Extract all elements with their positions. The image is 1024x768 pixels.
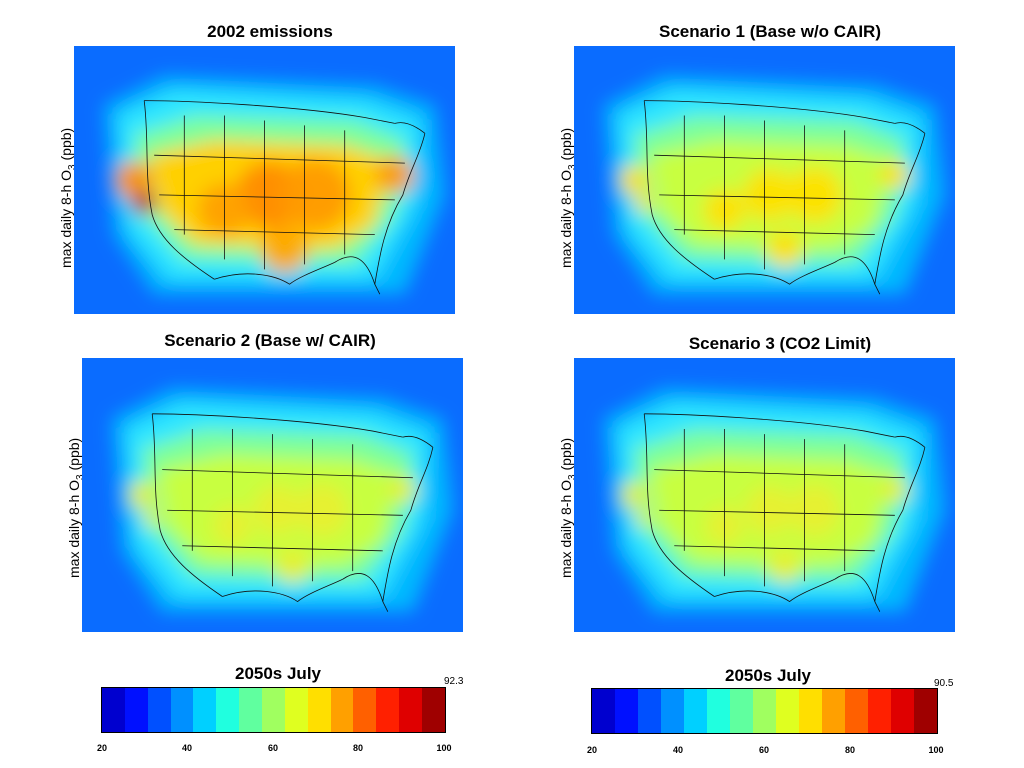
colorbar-swatch xyxy=(615,689,638,733)
colorbar-swatch xyxy=(868,689,891,733)
colorbar-right xyxy=(591,688,938,734)
colorbar-swatch xyxy=(891,689,914,733)
tick-label: 20 xyxy=(586,745,598,755)
colorbar-swatch xyxy=(284,688,308,732)
ozone-field-svg xyxy=(82,358,463,632)
tick-label: 40 xyxy=(181,743,193,753)
colorbar-max-label: 90.5 xyxy=(934,678,954,689)
colorbar-swatch xyxy=(799,689,822,733)
ozone-field-svg xyxy=(574,46,955,314)
panel-title-2002: 2002 emissions xyxy=(207,22,333,41)
colorbar-swatch xyxy=(262,688,285,732)
colorbar-swatch xyxy=(330,688,354,732)
colorbar-swatch xyxy=(239,688,263,732)
colorbar-swatch xyxy=(822,689,845,733)
colorbar-swatch xyxy=(147,688,171,732)
colorbar-swatch xyxy=(753,689,776,733)
ozone-map-2002 xyxy=(74,46,455,314)
ozone-field-svg xyxy=(574,358,955,632)
colorbar-swatch xyxy=(661,689,684,733)
colorbar-swatch xyxy=(399,688,423,732)
colorbar-max-label: 92.3 xyxy=(444,676,464,687)
colorbar-title: 2050s July xyxy=(234,664,321,683)
colorbar-swatch xyxy=(638,689,661,733)
ozone-field-svg xyxy=(74,46,455,314)
colorbar-title: 2050s July xyxy=(724,666,811,685)
tick-label: 100 xyxy=(436,743,452,753)
colorbar-swatch xyxy=(684,689,707,733)
colorbar-swatch xyxy=(307,688,331,732)
colorbar-swatch xyxy=(124,688,148,732)
panel-title-scenario-2: Scenario 2 (Base w/ CAIR) xyxy=(164,331,376,350)
tick-label: 20 xyxy=(96,743,108,753)
colorbar-left xyxy=(101,687,446,733)
colorbar-swatch xyxy=(707,689,730,733)
colorbar-swatch xyxy=(914,689,937,733)
panel-title-scenario-3: Scenario 3 (CO2 Limit) xyxy=(688,334,872,353)
tick-label: 60 xyxy=(758,745,770,755)
tick-label: 80 xyxy=(352,743,364,753)
colorbar-swatch xyxy=(730,689,753,733)
colorbar-swatch xyxy=(845,689,868,733)
colorbar-swatch xyxy=(776,689,799,733)
colorbar-swatch xyxy=(592,689,615,733)
colorbar-swatch xyxy=(353,688,377,732)
colorbar-swatch xyxy=(216,688,240,732)
ozone-map-scenario-1 xyxy=(574,46,955,314)
tick-label: 100 xyxy=(928,745,944,755)
ozone-map-scenario-2 xyxy=(82,358,463,632)
colorbar-swatch xyxy=(102,688,125,732)
ozone-map-scenario-3 xyxy=(574,358,955,632)
colorbar-swatch xyxy=(422,688,445,732)
colorbar-swatch xyxy=(193,688,217,732)
tick-label: 60 xyxy=(267,743,279,753)
panel-title-scenario-1: Scenario 1 (Base w/o CAIR) xyxy=(658,22,881,41)
colorbar-swatch xyxy=(376,688,400,732)
colorbar-swatch xyxy=(170,688,194,732)
tick-label: 80 xyxy=(844,745,856,755)
tick-label: 40 xyxy=(672,745,684,755)
